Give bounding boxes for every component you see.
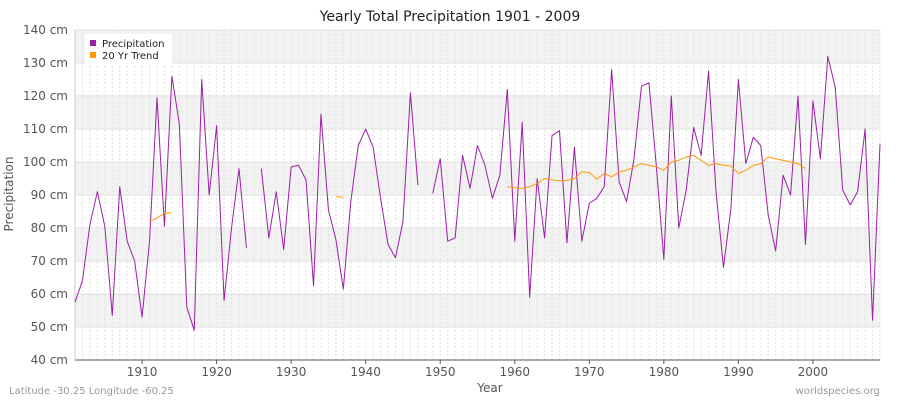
x-tick-label: 1940 — [350, 365, 381, 379]
y-axis-ticks: 40 cm 50 cm 60 cm 70 cm 80 cm 90 cm 100 cm 110 … — [23, 23, 68, 367]
series-layer — [74, 55, 881, 331]
y-tick-label: 90 cm — [31, 188, 68, 202]
x-tick-label: 1980 — [649, 365, 680, 379]
x-tick-label: 1920 — [201, 365, 232, 379]
legend-swatch-precipitation — [90, 40, 96, 46]
y-tick-label: 140 cm — [23, 23, 68, 37]
legend-label-precipitation: Precipitation — [102, 39, 165, 50]
footer-location: Latitude -30.25 Longitude -60.25 — [9, 386, 174, 397]
legend-swatch-trend — [90, 52, 96, 58]
y-tick-label: 40 cm — [31, 353, 68, 367]
chart-title: Yearly Total Precipitation 1901 - 2009 — [319, 9, 581, 25]
y-tick-label: 60 cm — [31, 287, 68, 301]
plot-band — [75, 96, 880, 129]
grid — [74, 29, 881, 361]
legend-box — [85, 34, 172, 64]
y-tick-label: 110 cm — [23, 122, 68, 136]
y-axis-label: Precipitation — [2, 156, 16, 231]
x-tick-label: 1930 — [276, 365, 307, 379]
legend: Precipitation 20 Yr Trend — [85, 34, 172, 64]
x-axis-ticks: 1910 1920 1930 1940 1950 1960 1970 1980 1990 2000 — [127, 360, 828, 379]
x-axis-label: Year — [476, 381, 502, 395]
footer-source: worldspecies.org — [796, 386, 880, 397]
x-tick-label: 1960 — [499, 365, 530, 379]
x-tick-label: 1950 — [425, 365, 456, 379]
x-tick-label: 1970 — [574, 365, 605, 379]
series-line-trend — [149, 154, 806, 222]
y-tick-label: 130 cm — [23, 56, 68, 70]
x-tick-label: 1990 — [723, 365, 754, 379]
y-tick-label: 100 cm — [23, 155, 68, 169]
x-tick-label: 2000 — [798, 365, 829, 379]
y-tick-label: 80 cm — [31, 221, 68, 235]
plot-band — [75, 228, 880, 261]
x-tick-label: 1910 — [127, 365, 158, 379]
y-tick-label: 70 cm — [31, 254, 68, 268]
y-tick-label: 50 cm — [31, 320, 68, 334]
y-tick-label: 120 cm — [23, 89, 68, 103]
legend-label-trend: 20 Yr Trend — [102, 51, 159, 62]
